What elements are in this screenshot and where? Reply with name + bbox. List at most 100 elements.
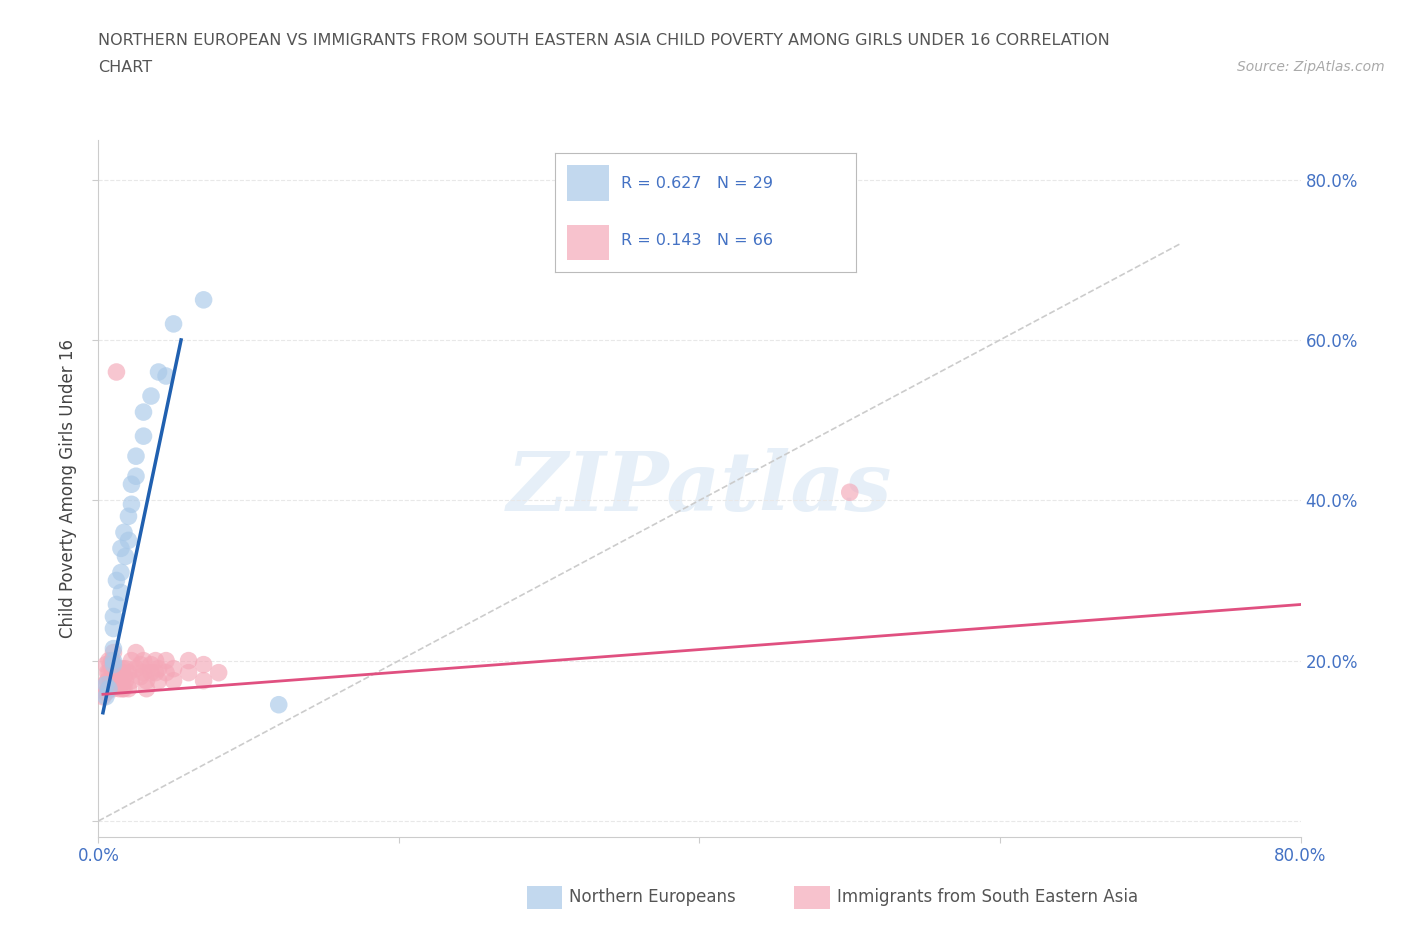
Point [121,477,143,492]
Point [135,673,157,688]
Point [110,585,132,600]
Point [94,677,117,692]
Text: Immigrants from South Eastern Asia: Immigrants from South Eastern Asia [837,888,1137,907]
Point [117,509,139,524]
Point [103,653,125,668]
Point [96,673,118,688]
Point [108,682,131,697]
Point [155,653,177,668]
Point [101,653,124,668]
Point [103,658,125,672]
Point [110,673,132,688]
Point [103,682,125,697]
Point [103,645,125,660]
Point [97,682,120,697]
Point [139,389,162,404]
Point [101,661,124,676]
Point [267,698,290,712]
Point [108,673,131,688]
Text: ZIPatlas: ZIPatlas [506,448,893,528]
Point [139,658,162,672]
Point [193,658,215,672]
Point [111,661,134,676]
Point [132,665,155,680]
Point [208,665,231,680]
Point [104,665,127,680]
Point [129,658,152,672]
Point [94,658,117,672]
Point [112,682,135,697]
Y-axis label: Child Poverty Among Girls Under 16: Child Poverty Among Girls Under 16 [59,339,77,638]
Point [177,665,200,680]
Point [177,653,200,668]
Point [121,673,143,688]
Point [103,673,125,688]
Point [162,673,184,688]
Point [103,609,125,624]
Point [105,365,128,379]
Point [132,429,155,444]
Point [103,621,125,636]
Point [110,541,132,556]
Point [121,653,143,668]
Point [105,597,128,612]
Text: CHART: CHART [98,60,152,75]
Point [103,661,125,676]
Text: Source: ZipAtlas.com: Source: ZipAtlas.com [1237,60,1385,74]
Point [112,670,135,684]
Point [155,368,177,383]
Point [114,549,136,564]
Point [135,682,157,697]
Point [125,661,148,676]
Point [162,661,184,676]
Point [114,661,136,676]
Point [125,645,148,660]
Point [94,689,117,704]
Point [132,653,155,668]
Point [91,689,114,704]
Point [93,677,115,692]
Point [162,316,184,331]
Point [139,665,162,680]
Point [125,469,148,484]
Point [111,682,134,697]
Point [148,661,170,676]
Point [129,670,152,684]
Point [107,661,129,676]
Point [838,485,860,499]
Point [117,533,139,548]
Point [193,673,215,688]
Point [103,641,125,656]
Point [145,665,167,680]
Point [94,685,117,700]
Point [148,673,170,688]
Text: Northern Europeans: Northern Europeans [569,888,737,907]
Point [100,682,122,697]
Point [104,673,127,688]
Point [97,653,120,668]
Point [105,573,128,588]
Point [100,673,122,688]
Point [97,665,120,680]
Point [117,682,139,697]
Point [145,653,167,668]
Text: NORTHERN EUROPEAN VS IMMIGRANTS FROM SOUTH EASTERN ASIA CHILD POVERTY AMONG GIRL: NORTHERN EUROPEAN VS IMMIGRANTS FROM SOU… [98,33,1111,47]
Point [110,665,132,680]
Point [148,365,170,379]
Point [97,682,120,697]
Point [100,658,122,672]
Point [96,665,118,680]
Point [193,292,215,307]
Point [103,677,125,692]
Point [110,565,132,580]
Point [112,525,135,539]
Point [125,449,148,464]
Point [155,665,177,680]
Point [121,497,143,512]
Point [105,677,128,692]
Point [132,405,155,419]
Point [105,670,128,684]
Point [107,665,129,680]
Point [114,673,136,688]
Point [117,665,139,680]
